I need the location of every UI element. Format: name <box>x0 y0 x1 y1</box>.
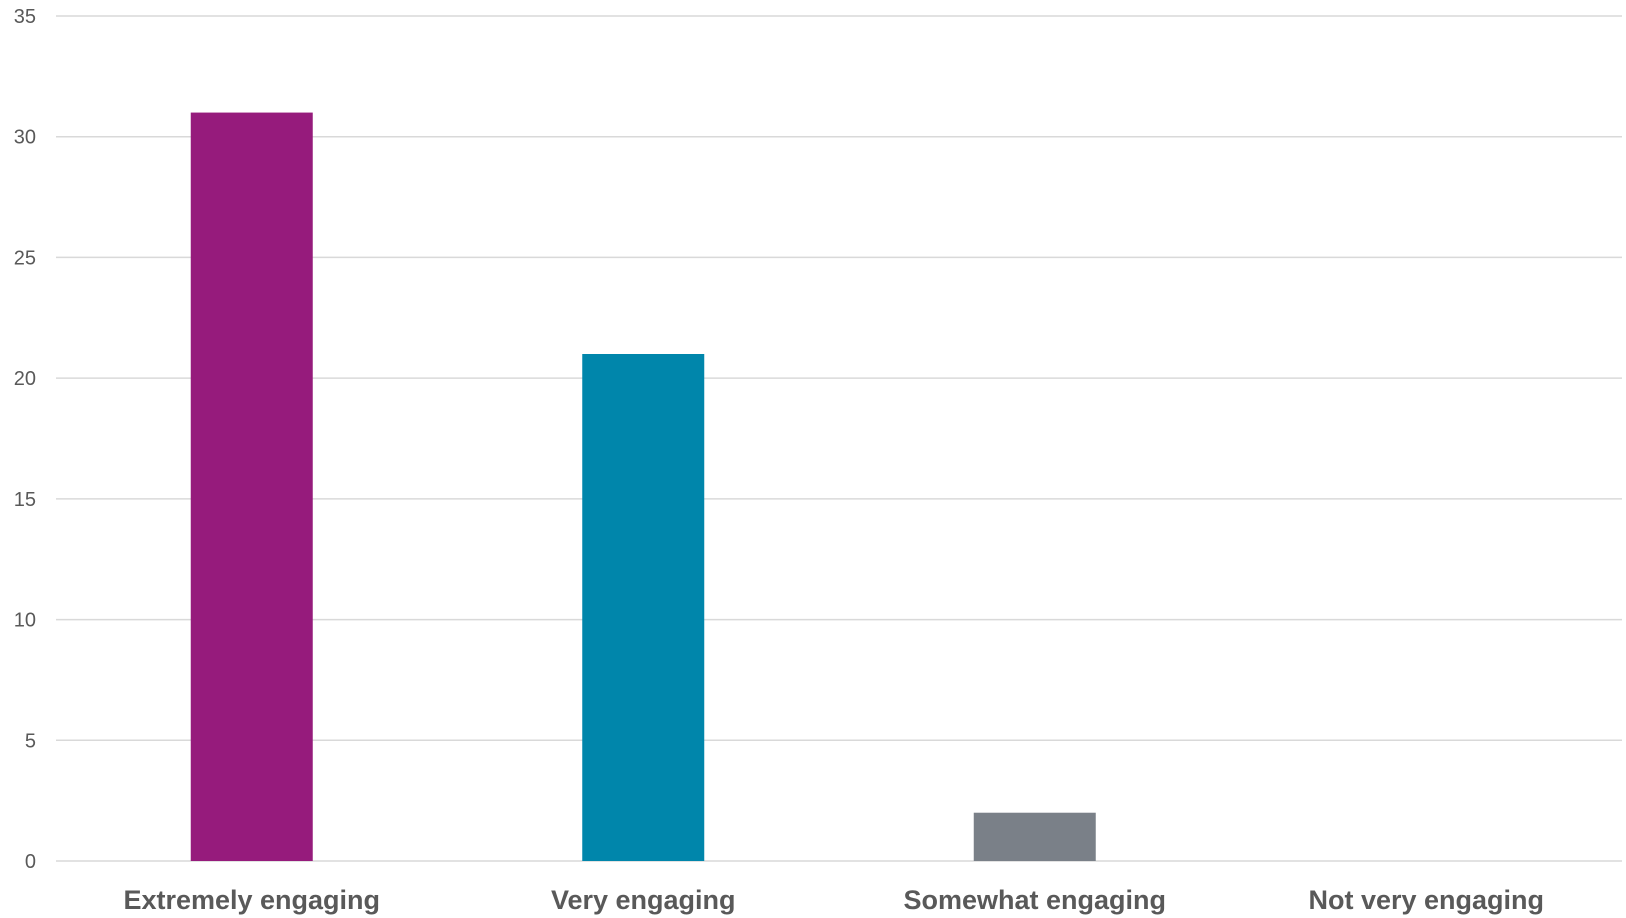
y-tick-label: 15 <box>14 489 36 511</box>
bar <box>582 354 705 861</box>
y-tick-label: 20 <box>14 368 36 390</box>
bars <box>190 112 1096 862</box>
y-tick-label: 30 <box>14 127 36 149</box>
gridlines <box>56 15 1622 862</box>
y-tick-label: 35 <box>14 6 36 28</box>
x-category-label: Very engaging <box>551 885 736 915</box>
y-tick-label: 0 <box>25 851 36 873</box>
x-category-label: Extremely engaging <box>123 885 380 915</box>
x-axis-category-labels: Extremely engaging Very engaging Somewhat … <box>123 885 1544 915</box>
x-category-label: Somewhat engaging <box>903 885 1166 915</box>
y-tick-label: 5 <box>25 730 36 752</box>
x-category-label: Not very engaging <box>1308 885 1544 915</box>
bar <box>190 112 313 862</box>
bar <box>973 812 1096 861</box>
y-tick-label: 10 <box>14 610 36 632</box>
y-axis-tick-labels: 0 5 10 15 20 25 30 35 <box>14 6 36 873</box>
y-tick-label: 25 <box>14 247 36 269</box>
